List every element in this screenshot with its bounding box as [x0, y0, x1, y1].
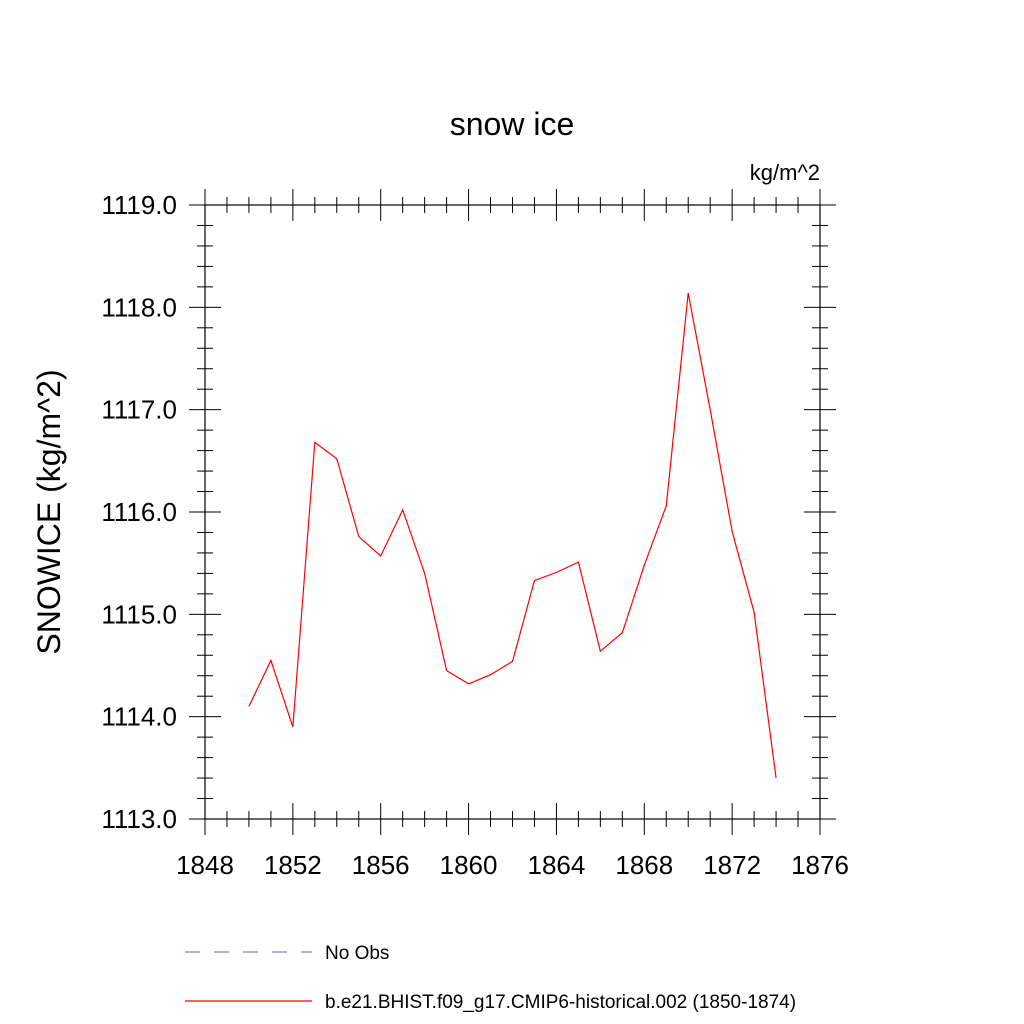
plot-frame	[204, 204, 821, 820]
series-layer	[248, 292, 777, 779]
x-tick-label: 1856	[352, 850, 410, 880]
legend: No Obs b.e21.BHIST.f09_g17.CMIP6-historic…	[185, 943, 796, 1013]
x-tick-label: 1872	[703, 850, 761, 880]
y-tick-label: 1116.0	[101, 497, 177, 527]
x-tick-label: 1860	[440, 850, 498, 880]
y-tick-label: 1115.0	[101, 599, 177, 629]
y-tick-label: 1117.0	[101, 395, 177, 425]
y-tick-label: 1113.0	[101, 804, 177, 834]
y-axis-label: SNOWICE (kg/m^2)	[31, 369, 67, 654]
x-tick-label: 1848	[176, 850, 234, 880]
axis-tick-labels: 1848 1852 1856 1860 1864 1868 1872 1876 1113.0 11…	[101, 190, 849, 880]
y-tick-label: 1114.0	[101, 702, 177, 732]
legend-label: b.e21.BHIST.f09_g17.CMIP6-historical.002…	[325, 992, 796, 1013]
x-tick-label: 1876	[791, 850, 849, 880]
chart-title: snow ice	[450, 106, 575, 142]
x-tick-label: 1864	[528, 850, 586, 880]
x-tick-label: 1852	[264, 850, 322, 880]
series-line	[248, 292, 777, 779]
y-tick-label: 1118.0	[101, 292, 177, 322]
axis-ticks	[189, 189, 836, 835]
x-tick-label: 1868	[615, 850, 673, 880]
units-label: kg/m^2	[750, 160, 820, 185]
y-tick-label: 1119.0	[101, 190, 177, 220]
legend-label: No Obs	[325, 943, 389, 964]
